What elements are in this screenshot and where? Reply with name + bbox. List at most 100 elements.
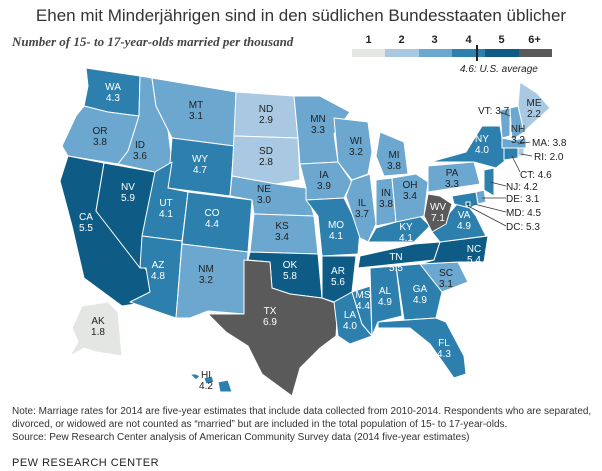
label-ms: MS 4.4 (356, 290, 371, 312)
state-fl (377, 317, 467, 379)
legend-average-label: 4.6: U.S. average (460, 64, 538, 75)
label-or: OR 3.8 (93, 126, 108, 148)
label-mn: MN 3.3 (310, 114, 326, 136)
label-ut: UT 4.1 (159, 198, 173, 220)
state-hi-3 (217, 379, 233, 393)
label-ga: GA 4.9 (413, 284, 428, 306)
state-vt (499, 107, 511, 139)
legend-label-2: 2 (398, 34, 405, 46)
legend: 1 2 3 4 5 6+ 4.6: U.S. average (352, 34, 552, 80)
state-mo (305, 197, 361, 257)
label-wy: WY 4.7 (192, 154, 208, 176)
state-wi (333, 117, 373, 181)
callout-vt: VT: 3.7 (478, 106, 510, 117)
source-text: Source: Pew Research Center analysis of … (12, 432, 470, 443)
label-ks: KS 3.4 (275, 221, 289, 243)
state-tx (207, 259, 339, 397)
state-dc (465, 201, 471, 207)
state-pa (427, 161, 481, 193)
label-wv: WV 7.1 (430, 202, 446, 224)
label-tn: TN 5.5 (389, 252, 403, 274)
legend-label-5: 5 (498, 34, 505, 46)
label-ky: KY 4.1 (399, 222, 413, 244)
state-labels: WA 4.3 OR 3.8 CA 5.5 NV 5.9 ID 3.6 MT 3.1 WY 4.… (79, 82, 567, 392)
label-ak: AK 1.8 (91, 316, 105, 338)
state-oh (391, 173, 429, 223)
state-nm (175, 243, 249, 319)
state-sd (231, 135, 301, 185)
label-al: AL 4.9 (378, 286, 392, 308)
legend-swatch-5 (485, 49, 519, 57)
label-mo: MO 4.1 (328, 220, 344, 242)
legend-swatch-1 (352, 49, 386, 57)
label-fl: FL 4.3 (437, 338, 451, 360)
label-wi: WI 3.2 (349, 136, 363, 158)
label-id: ID 3.6 (133, 140, 147, 162)
label-pa: PA 3.3 (445, 168, 459, 190)
state-md (451, 191, 479, 209)
label-ca: CA 5.5 (79, 212, 93, 234)
callout-ma: MA: 3.8 (532, 138, 567, 149)
label-az: AZ 4.8 (151, 260, 165, 282)
credit-label: PEW RESEARCH CENTER (12, 457, 160, 469)
label-nd: ND 2.9 (259, 104, 274, 126)
state-al (369, 265, 403, 337)
callout-ri: RI: 2.0 (534, 152, 564, 163)
map-subtitle: Number of 15- to 17-year-olds married pe… (12, 34, 294, 49)
label-ia: IA 3.9 (317, 170, 331, 192)
label-ny: NY 4.0 (475, 134, 489, 156)
legend-average-marker (476, 45, 478, 61)
state-wv (423, 193, 453, 233)
label-tx: TX 6.9 (263, 306, 277, 328)
legend-label-1: 1 (365, 34, 372, 46)
callout-de: DE: 3.1 (506, 194, 540, 205)
callout-md: MD: 4.5 (506, 208, 541, 219)
state-hi-2 (203, 375, 215, 385)
legend-color-bar (352, 49, 552, 57)
legend-swatch-2 (385, 49, 419, 57)
label-in: IN 3.8 (379, 188, 393, 210)
label-ne: NE 3.0 (257, 184, 271, 206)
state-ri (517, 147, 525, 157)
label-mi: MI 3.8 (387, 150, 401, 172)
label-sc: SC 3.1 (439, 268, 453, 290)
callout-ct: CT: 4.6 (520, 170, 552, 181)
legend-swatch-6plus (518, 49, 552, 57)
label-hi: HI 4.2 (199, 370, 213, 392)
leader-lines (467, 111, 533, 227)
map-title: Ehen mit Minderjährigen sind in den südl… (35, 6, 567, 25)
legend-label-6plus: 6+ (528, 34, 541, 46)
label-mt: MT 3.1 (189, 100, 204, 122)
state-mn (293, 95, 351, 165)
label-wa: WA 4.3 (105, 82, 121, 104)
state-ak (69, 301, 123, 357)
label-ar: AR 5.6 (331, 266, 345, 288)
callout-nj: NJ: 4.2 (506, 182, 538, 193)
legend-swatch-4 (451, 49, 486, 57)
legend-label-4: 4 (465, 34, 472, 46)
state-ny (429, 125, 507, 169)
label-me: ME 2.2 (527, 98, 542, 120)
label-nm: NM 3.2 (198, 264, 214, 286)
label-sd: SD 2.8 (259, 146, 273, 168)
state-mi (375, 131, 409, 177)
label-nh: NH 3.2 (511, 124, 526, 146)
label-nv: NV 5.9 (121, 182, 135, 204)
legend-swatch-3 (418, 49, 452, 57)
state-hi (189, 373, 201, 381)
label-oh: OH 3.4 (403, 180, 418, 202)
label-nc: NC 5.4 (467, 244, 482, 266)
state-nj (483, 167, 495, 197)
label-ok: OK 5.8 (283, 260, 298, 282)
state-ct (503, 147, 519, 161)
label-co: CO 4.4 (205, 208, 220, 230)
footnote: Note: Marriage rates for 2014 are five-y… (12, 405, 594, 444)
callout-dc: DC: 5.3 (506, 222, 540, 233)
us-map: WA 4.3 OR 3.8 CA 5.5 NV 5.9 ID 3.6 MT 3.1 WY 4.… (59, 67, 567, 397)
label-il: IL 3.7 (355, 198, 369, 220)
legend-label-3: 3 (431, 34, 438, 46)
state-nh (509, 105, 525, 141)
label-la: LA 4.0 (343, 310, 357, 332)
note-text: Note: Marriage rates for 2014 are five-y… (12, 406, 592, 430)
label-va: VA 4.9 (457, 210, 471, 232)
